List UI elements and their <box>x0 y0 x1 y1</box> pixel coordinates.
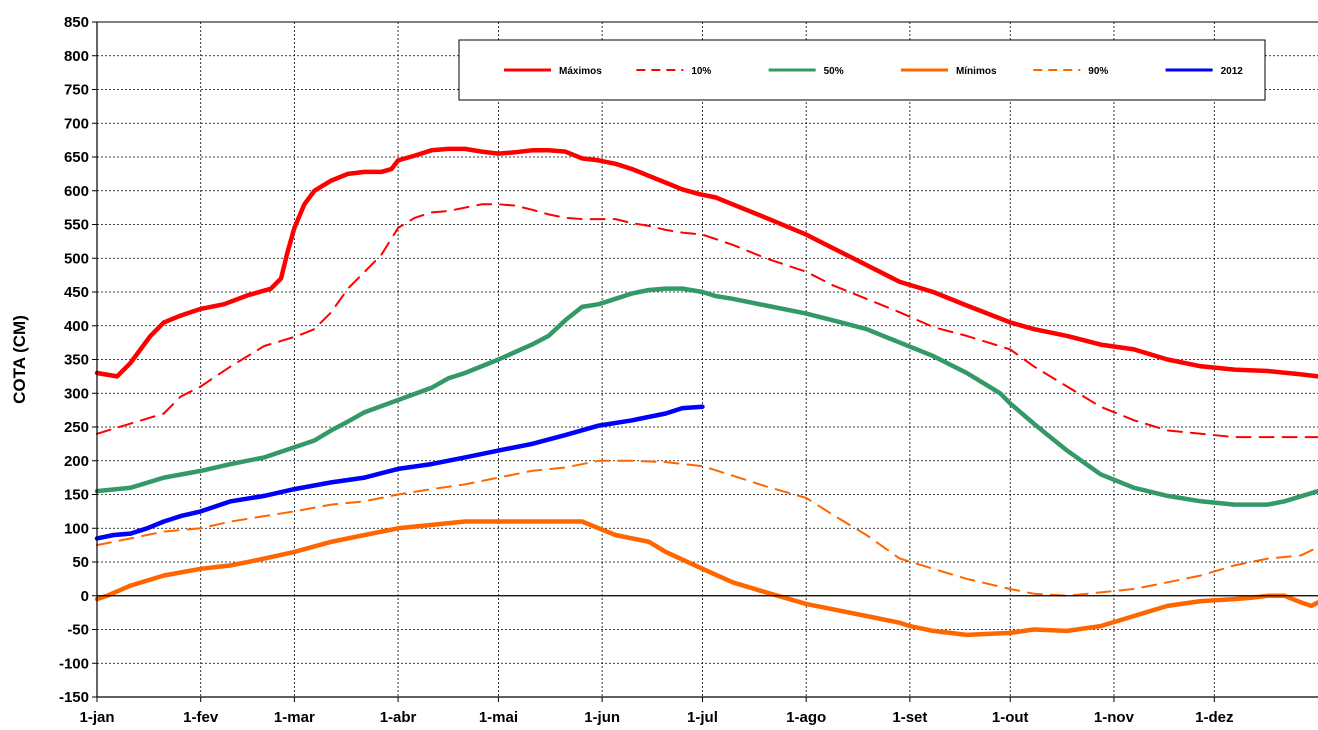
x-tick-label: 1-out <box>992 709 1029 726</box>
y-tick-label: -50 <box>67 622 89 639</box>
y-tick-label: 800 <box>64 48 89 65</box>
y-tick-label: 650 <box>64 149 89 166</box>
axis-layer: -150 -100 -50 0 50 100 150 200 250 300 350 400 450 50… <box>59 14 1318 726</box>
y-tick-label: -100 <box>59 655 89 672</box>
y-tick-label: 0 <box>81 588 89 605</box>
grid-layer <box>97 22 1318 697</box>
y-tick-label: 500 <box>64 250 89 267</box>
x-tick-label: 1-dez <box>1195 709 1233 726</box>
y-tick-label: 250 <box>64 419 89 436</box>
x-tick-label: 1-jan <box>79 709 114 726</box>
series-line-90 <box>96 459 1318 597</box>
y-tick-label: 350 <box>64 352 89 369</box>
y-tick-label: 450 <box>64 284 89 301</box>
y-tick-label: 850 <box>64 14 89 31</box>
x-tick-label: 1-jul <box>687 709 718 726</box>
y-tick-label: 550 <box>64 217 89 234</box>
series-line-m-nimos <box>94 519 1318 638</box>
y-tick-label: 200 <box>64 453 89 470</box>
legend: Máximos 10% 50% Mínimos 90% 2012 <box>458 39 1266 101</box>
legend-box <box>458 39 1266 101</box>
y-tick-label: 600 <box>64 183 89 200</box>
series-line-50 <box>94 286 1318 507</box>
y-tick-label: 400 <box>64 318 89 335</box>
x-tick-label: 1-set <box>892 709 927 726</box>
x-tick-label: 1-ago <box>786 709 826 726</box>
x-tick-label: 1-jun <box>584 709 620 726</box>
y-axis-label: COTA (CM) <box>10 315 29 404</box>
y-tick-label: 100 <box>64 520 89 537</box>
series-line-10 <box>96 203 1318 439</box>
legend-label-50: 50% <box>824 66 844 77</box>
x-tick-label: 1-fev <box>183 709 219 726</box>
y-tick-label: 300 <box>64 385 89 402</box>
x-tick-label: 1-mai <box>479 709 518 726</box>
y-tick-label: 700 <box>64 115 89 132</box>
y-tick-label: 750 <box>64 82 89 99</box>
series-line-m-ximos <box>94 146 1318 379</box>
legend-label-m-ximos: Máximos <box>559 66 602 77</box>
y-tick-label: 150 <box>64 487 89 504</box>
x-tick-label: 1-abr <box>380 709 417 726</box>
y-tick-label: 50 <box>72 554 89 571</box>
legend-label-m-nimos: Mínimos <box>956 66 997 77</box>
x-tick-label: 1-nov <box>1094 709 1135 726</box>
legend-label-90: 90% <box>1088 66 1108 77</box>
legend-label-2012: 2012 <box>1221 66 1244 77</box>
series-layer <box>94 146 1318 638</box>
y-tick-label: -150 <box>59 689 89 706</box>
series-line-2012 <box>94 404 705 541</box>
x-tick-label: 1-mar <box>274 709 315 726</box>
legend-label-10: 10% <box>691 66 711 77</box>
